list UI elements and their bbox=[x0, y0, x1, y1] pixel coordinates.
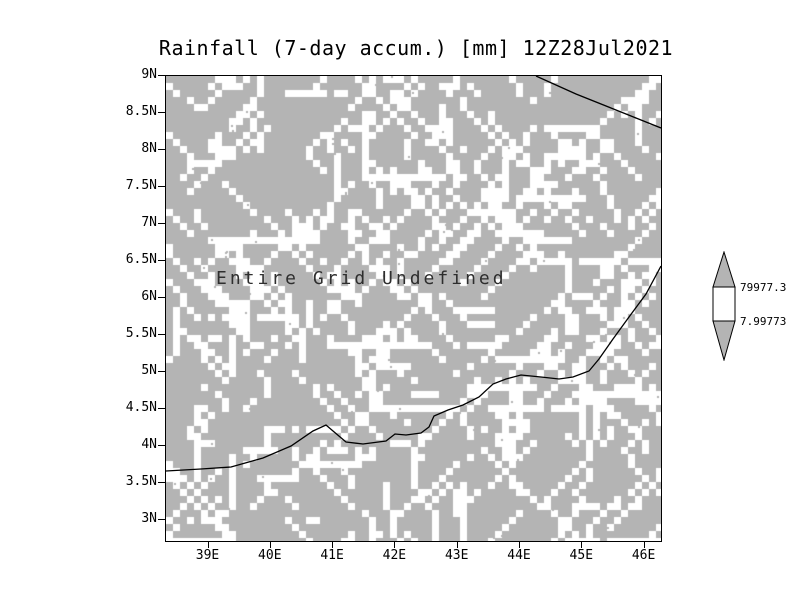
y-tick-mark bbox=[158, 260, 165, 261]
x-tick-label: 46E bbox=[631, 548, 656, 563]
y-tick-label: 4.5N bbox=[125, 400, 157, 415]
colorbar-up-arrow bbox=[712, 251, 736, 288]
y-tick-mark bbox=[158, 408, 165, 409]
y-tick-mark bbox=[158, 297, 165, 298]
y-tick-mark bbox=[158, 223, 165, 224]
x-tick-label: 45E bbox=[569, 548, 594, 563]
coastline-svg bbox=[166, 76, 661, 472]
x-tick-label: 41E bbox=[320, 548, 344, 563]
y-tick-mark bbox=[158, 445, 165, 446]
y-tick-mark bbox=[158, 112, 165, 113]
colorbar bbox=[712, 251, 736, 361]
y-tick-label: 5.5N bbox=[125, 326, 157, 341]
y-tick-label: 6N bbox=[141, 289, 157, 304]
x-tick-mark bbox=[269, 541, 271, 548]
x-tick-mark bbox=[332, 541, 334, 548]
x-tick-label: 40E bbox=[258, 548, 282, 563]
y-tick-mark bbox=[158, 149, 165, 150]
y-tick-label: 4N bbox=[141, 437, 157, 452]
speckle-canvas bbox=[166, 76, 661, 541]
x-tick-mark bbox=[207, 541, 209, 548]
y-tick-mark bbox=[158, 334, 165, 335]
chart-title: Rainfall (7-day accum.) [mm] 12Z28Jul202… bbox=[158, 36, 674, 60]
undefined-overlay: Entire Grid Undefined bbox=[216, 268, 507, 289]
colorbar-label-max: 79977.3 bbox=[740, 281, 787, 294]
colorbar-segment bbox=[712, 286, 736, 322]
coastline-path-main bbox=[166, 265, 661, 472]
y-tick-label: 6.5N bbox=[125, 252, 157, 267]
x-tick-mark bbox=[581, 541, 583, 548]
y-tick-mark bbox=[158, 371, 165, 372]
plot-area: Entire Grid Undefined bbox=[165, 75, 662, 542]
y-tick-mark bbox=[158, 482, 165, 483]
x-tick-label: 42E bbox=[382, 548, 407, 563]
x-tick-label: 39E bbox=[195, 548, 220, 563]
y-tick-mark bbox=[158, 75, 165, 76]
x-tick-mark bbox=[519, 541, 520, 548]
y-tick-label: 3N bbox=[141, 511, 157, 526]
colorbar-label-min: 7.99773 bbox=[740, 315, 787, 328]
x-tick-label: 44E bbox=[507, 548, 531, 563]
y-tick-label: 7N bbox=[141, 215, 157, 230]
x-tick-mark bbox=[394, 541, 396, 548]
x-tick-mark bbox=[643, 541, 645, 548]
y-tick-mark bbox=[158, 186, 165, 187]
y-tick-label: 7.5N bbox=[125, 178, 157, 193]
y-tick-label: 5N bbox=[141, 363, 157, 378]
y-tick-mark bbox=[158, 519, 165, 520]
y-tick-label: 8N bbox=[141, 141, 157, 156]
coastline-path-gulf bbox=[535, 76, 661, 129]
x-tick-label: 43E bbox=[444, 548, 469, 563]
y-tick-label: 8.5N bbox=[125, 104, 157, 119]
x-tick-mark bbox=[456, 541, 458, 548]
y-tick-label: 9N bbox=[141, 67, 157, 82]
colorbar-down-arrow bbox=[712, 320, 736, 361]
y-tick-label: 3.5N bbox=[125, 474, 157, 489]
